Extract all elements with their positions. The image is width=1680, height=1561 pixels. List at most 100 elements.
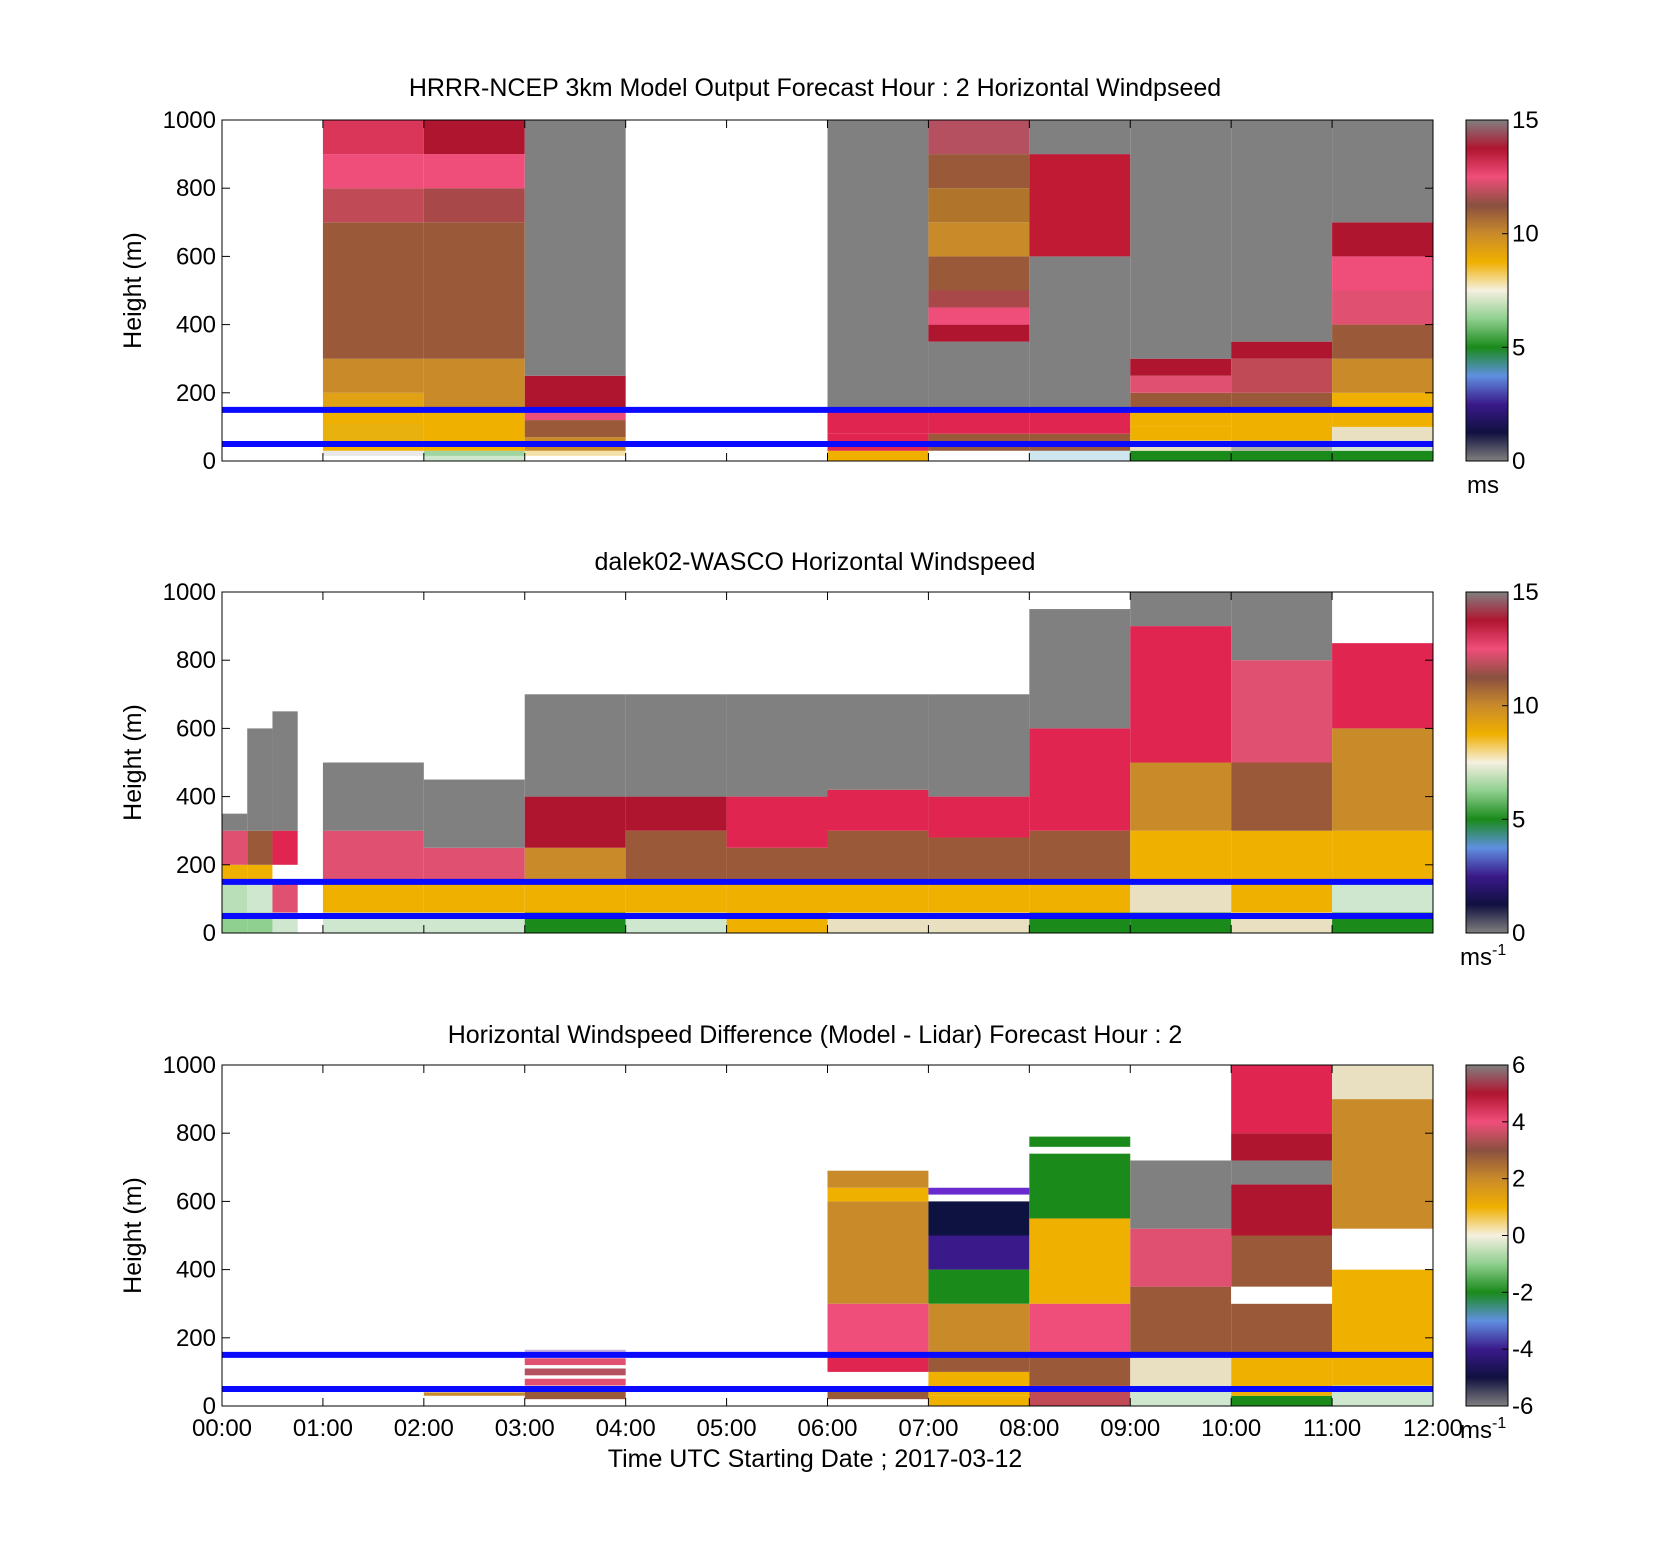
heatmap-cell — [524, 847, 626, 882]
heatmap-cell — [928, 341, 1030, 410]
heatmap-cell — [322, 392, 424, 410]
heatmap-cell — [1130, 592, 1232, 627]
heatmap-cell — [322, 455, 424, 461]
heatmap-cell — [1332, 290, 1433, 325]
heatmap-cell — [524, 455, 626, 461]
colorbar-tick-label: -2 — [1512, 1279, 1533, 1306]
heatmap-cell — [322, 358, 424, 393]
heatmap-cell — [1332, 1099, 1433, 1229]
heatmap-cell — [1029, 1303, 1131, 1355]
heatmap-cell — [1332, 1228, 1433, 1270]
y-tick-label: 800 — [176, 175, 216, 202]
y-tick-label: 200 — [176, 380, 216, 407]
heatmap-cell — [928, 290, 1030, 308]
heatmap-cell — [1130, 392, 1232, 410]
heatmap-cell — [1029, 1354, 1131, 1386]
heatmap-cell — [1130, 626, 1232, 763]
heatmap-cell — [1231, 762, 1333, 831]
x-tick-label: 10:00 — [1201, 1415, 1261, 1442]
x-tick-label: 06:00 — [797, 1415, 857, 1442]
heatmap-cell — [827, 694, 929, 790]
heatmap-cell — [1231, 1303, 1333, 1355]
y-tick-label: 600 — [176, 1188, 216, 1215]
heatmap-cell — [827, 1303, 929, 1355]
heatmap-cell — [1332, 358, 1433, 393]
heatmap-cell — [928, 256, 1030, 291]
panel-difference: Horizontal Windspeed Difference (Model -… — [119, 1021, 1533, 1473]
heatmap-cell — [1231, 1160, 1333, 1185]
heatmap-cell — [827, 1170, 929, 1188]
heatmap-cell — [272, 711, 298, 831]
heatmap-cell — [322, 450, 424, 456]
heatmap-cell — [1130, 881, 1232, 913]
heatmap-cell — [423, 358, 525, 410]
heatmap-cell — [1231, 392, 1333, 410]
heatmap-cell — [1231, 1286, 1333, 1304]
panel-model-y-axis-label: Height (m) — [119, 232, 147, 349]
heatmap-cell — [222, 813, 248, 831]
heatmap-cell — [1231, 341, 1333, 359]
heatmap-cell — [1332, 643, 1433, 729]
colorbar-tick-label: -6 — [1512, 1393, 1533, 1420]
y-tick-label: 400 — [176, 312, 216, 339]
heatmap-cell — [1029, 1153, 1131, 1219]
colorbar-tick-label: 6 — [1512, 1052, 1525, 1079]
panel-model-cells — [322, 120, 1433, 461]
y-tick-label: 1000 — [163, 579, 216, 606]
panel-difference-reference-lines — [222, 1351, 1433, 1392]
heatmap-cell — [423, 455, 525, 461]
heatmap-cell — [827, 881, 929, 913]
y-tick-label: 600 — [176, 243, 216, 270]
heatmap-cell — [928, 1371, 1030, 1396]
panel-difference-title: Horizontal Windspeed Difference (Model -… — [448, 1021, 1183, 1049]
heatmap-cell — [928, 1395, 1030, 1406]
heatmap-cell — [827, 1201, 929, 1304]
heatmap-cell — [1130, 426, 1232, 441]
heatmap-cell — [928, 120, 1030, 155]
heatmap-cell — [322, 881, 424, 913]
heatmap-cell — [928, 1269, 1030, 1304]
panel-lidar-y-ticks: 0 200 400 600 800 1000 — [163, 579, 1433, 947]
heatmap-cell — [928, 154, 1030, 189]
heatmap-cell — [726, 847, 828, 882]
heatmap-cell — [1332, 1065, 1433, 1100]
heatmap-cell — [423, 222, 525, 359]
heatmap-cell — [1332, 426, 1433, 441]
heatmap-cell — [625, 830, 727, 882]
heatmap-cell — [827, 1187, 929, 1202]
x-tick-label: 07:00 — [898, 1415, 958, 1442]
heatmap-cell — [322, 830, 424, 882]
heatmap-cell — [1130, 830, 1232, 882]
heatmap-cell — [524, 881, 626, 913]
colorbar-scale — [1465, 119, 1509, 462]
panel-lidar-cells — [222, 592, 1433, 933]
heatmap-cell — [524, 420, 626, 438]
heatmap-cell — [928, 1187, 1030, 1195]
colorbar-tick-label: 0 — [1512, 1223, 1525, 1250]
heatmap-cell — [423, 120, 525, 155]
heatmap-cell — [1130, 1228, 1232, 1287]
heatmap-cell — [222, 830, 248, 865]
panel-model-x-ticks — [221, 120, 1434, 461]
colorbar-tick-label: 4 — [1512, 1109, 1525, 1136]
heatmap-cell — [827, 1388, 929, 1400]
heatmap-cell — [423, 779, 525, 848]
heatmap-cell — [1029, 609, 1131, 729]
heatmap-cell — [524, 409, 626, 421]
heatmap-cell — [1332, 881, 1433, 913]
heatmap-cell — [928, 1235, 1030, 1270]
heatmap-cell — [827, 409, 929, 434]
heatmap-cell — [322, 188, 424, 223]
heatmap-cell — [1332, 1354, 1433, 1386]
heatmap-cell — [726, 796, 828, 848]
x-tick-label: 09:00 — [1100, 1415, 1160, 1442]
heatmap-cell — [247, 864, 273, 882]
heatmap-cell — [625, 881, 727, 913]
x-tick-label: 03:00 — [495, 1415, 555, 1442]
heatmap-cell — [524, 375, 626, 410]
heatmap-cell — [1231, 881, 1333, 913]
heatmap-cell — [1231, 1184, 1333, 1236]
heatmap-cell — [1029, 1218, 1131, 1304]
heatmap-cell — [524, 1388, 626, 1400]
y-tick-label: 400 — [176, 784, 216, 811]
